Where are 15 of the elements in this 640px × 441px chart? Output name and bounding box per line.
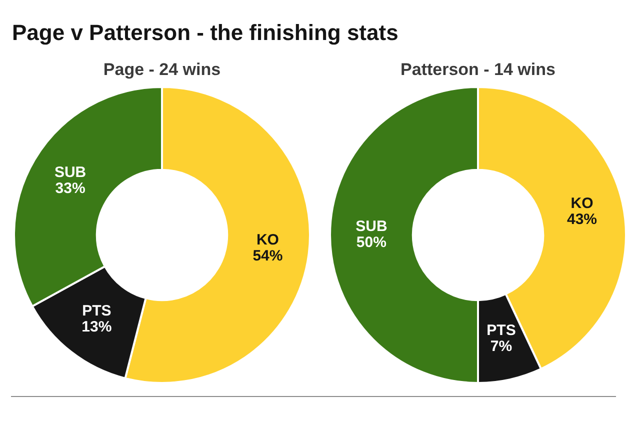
slice-label: PTS	[486, 322, 516, 340]
slice-label: KO	[570, 194, 594, 212]
chart-subtitle: Patterson - 14 wins	[400, 60, 556, 80]
data-label: 50%	[356, 234, 386, 252]
data-label: 54%	[252, 247, 283, 264]
slice-label: KO	[256, 231, 280, 248]
chart-title: Page v Patterson - the finishing stats	[12, 20, 398, 46]
slice-label: PTS	[82, 302, 112, 320]
data-label: 33%	[55, 180, 86, 197]
data-label: 13%	[82, 318, 112, 336]
data-label: 43%	[566, 210, 598, 228]
slice-label: SUB	[356, 218, 388, 236]
slice-label: SUB	[54, 164, 86, 181]
chart-subtitle: Page - 24 wins	[102, 60, 222, 80]
data-label: 7%	[490, 338, 512, 356]
